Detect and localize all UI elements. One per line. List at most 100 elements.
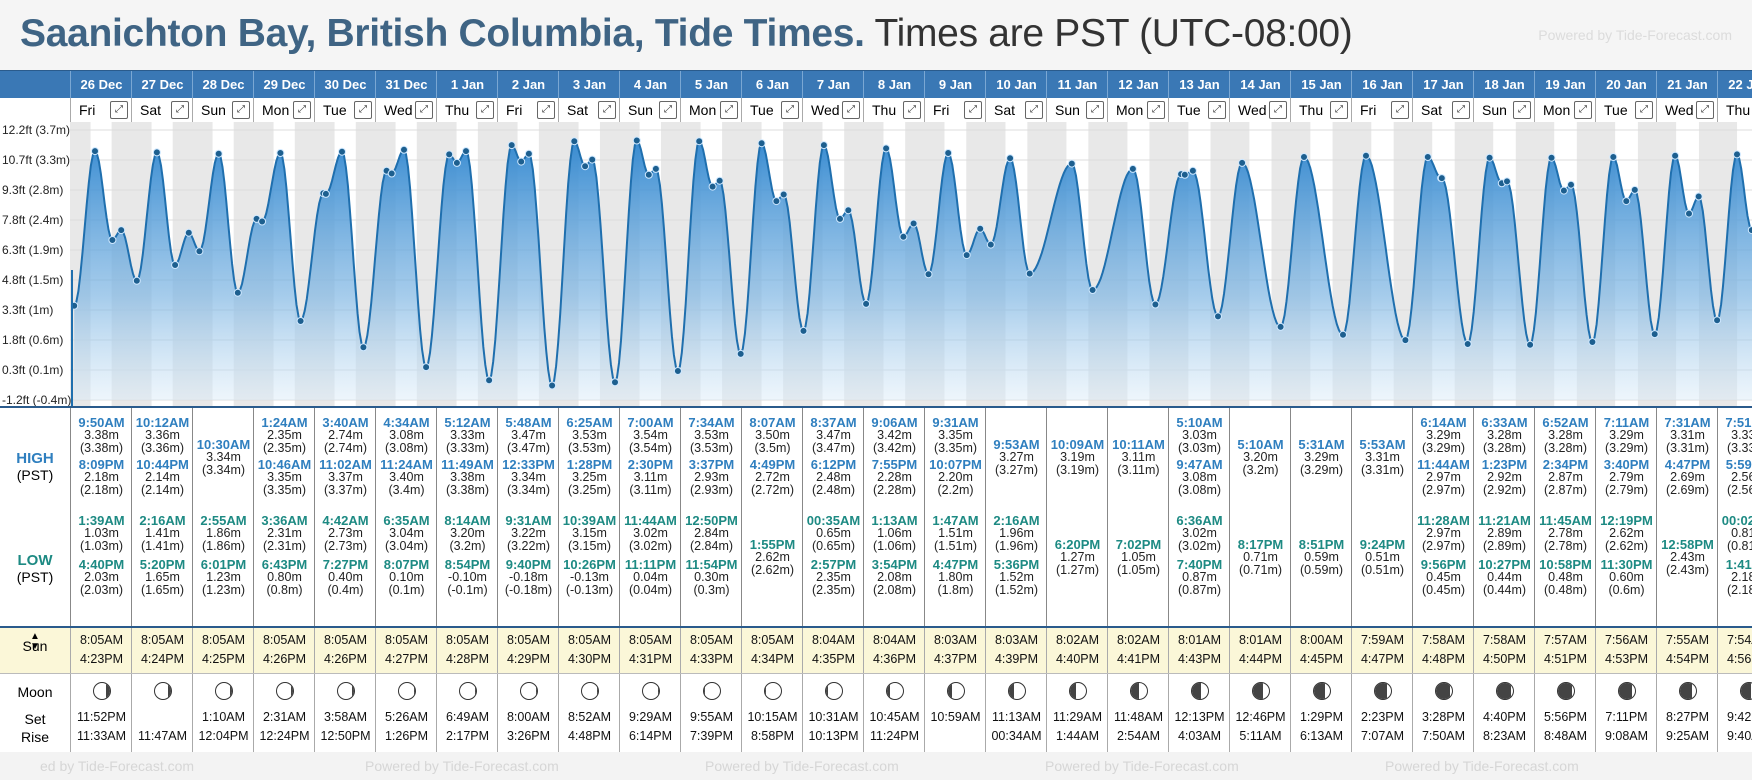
footer-powered-2[interactable]: Powered by Tide-Forecast.com: [365, 758, 559, 774]
tide-extreme-point[interactable]: [882, 144, 891, 153]
tide-extreme-point[interactable]: [507, 141, 516, 150]
tide-extreme-point[interactable]: [258, 217, 267, 226]
tide-extreme-point[interactable]: [400, 145, 408, 154]
expand-icon[interactable]: ⤢: [1330, 101, 1348, 119]
powered-by-link[interactable]: Powered by Tide-Forecast.com: [1538, 27, 1732, 43]
tide-extreme-point[interactable]: [1685, 209, 1693, 218]
tide-extreme-point[interactable]: [1547, 153, 1556, 162]
tide-extreme-point[interactable]: [184, 228, 193, 237]
expand-icon[interactable]: ⤢: [720, 101, 738, 119]
tide-extreme-point[interactable]: [1188, 166, 1197, 175]
tide-extreme-point[interactable]: [108, 236, 117, 244]
tide-extreme-point[interactable]: [548, 381, 557, 390]
tide-extreme-point[interactable]: [387, 169, 396, 178]
expand-icon[interactable]: ⤢: [1208, 101, 1226, 119]
expand-icon[interactable]: ⤢: [1452, 101, 1470, 119]
tide-extreme-point[interactable]: [452, 158, 461, 167]
tide-extreme-point[interactable]: [1463, 340, 1472, 348]
expand-icon[interactable]: ⤢: [293, 101, 311, 119]
tide-extreme-point[interactable]: [1423, 153, 1432, 161]
tide-extreme-point[interactable]: [1747, 226, 1752, 235]
tide-extreme-point[interactable]: [581, 162, 590, 171]
tide-extreme-point[interactable]: [1503, 177, 1511, 186]
footer-powered-4[interactable]: Powered by Tide-Forecast.com: [1045, 758, 1239, 774]
tide-extreme-point[interactable]: [1067, 159, 1076, 168]
tide-extreme-point[interactable]: [611, 378, 619, 387]
tide-extreme-point[interactable]: [1559, 186, 1568, 195]
tide-extreme-point[interactable]: [1025, 269, 1034, 278]
tide-extreme-point[interactable]: [757, 139, 766, 148]
tide-extreme-point[interactable]: [588, 155, 597, 164]
tide-extreme-point[interactable]: [462, 147, 470, 156]
tide-extreme-point[interactable]: [1401, 336, 1410, 345]
expand-icon[interactable]: ⤢: [1391, 101, 1409, 119]
tide-extreme-point[interactable]: [632, 136, 641, 145]
expand-icon[interactable]: ⤢: [354, 101, 372, 119]
tide-extreme-point[interactable]: [132, 276, 141, 285]
tide-extreme-point[interactable]: [644, 170, 653, 179]
tide-extreme-point[interactable]: [779, 190, 788, 199]
expand-icon[interactable]: ⤢: [476, 101, 494, 119]
tide-extreme-point[interactable]: [1622, 197, 1631, 206]
expand-icon[interactable]: ⤢: [415, 101, 433, 119]
tide-extreme-point[interactable]: [899, 232, 908, 241]
tide-extreme-point[interactable]: [1609, 153, 1618, 161]
tide-extreme-point[interactable]: [924, 270, 933, 279]
expand-icon[interactable]: ⤢: [1147, 101, 1165, 119]
tide-extreme-point[interactable]: [296, 317, 305, 325]
expand-icon[interactable]: ⤢: [1513, 101, 1531, 119]
tide-extreme-point[interactable]: [321, 189, 330, 198]
tide-extreme-point[interactable]: [1006, 154, 1015, 163]
tide-extreme-point[interactable]: [1526, 340, 1535, 349]
tide-extreme-point[interactable]: [1630, 185, 1639, 194]
expand-icon[interactable]: ⤢: [964, 101, 982, 119]
tide-extreme-point[interactable]: [1485, 153, 1494, 162]
tide-extreme-point[interactable]: [338, 147, 346, 156]
tide-extreme-point[interactable]: [772, 197, 781, 206]
tide-extreme-point[interactable]: [1362, 151, 1370, 160]
expand-icon[interactable]: ⤢: [1086, 101, 1104, 119]
tide-extreme-point[interactable]: [862, 299, 871, 308]
tide-extreme-point[interactable]: [909, 219, 918, 228]
tide-extreme-point[interactable]: [708, 182, 717, 191]
tide-extreme-point[interactable]: [195, 247, 204, 256]
tide-extreme-point[interactable]: [91, 147, 99, 156]
tide-extreme-point[interactable]: [233, 288, 242, 297]
tide-extreme-point[interactable]: [570, 137, 579, 146]
tide-extreme-point[interactable]: [117, 226, 126, 235]
expand-icon[interactable]: ⤢: [598, 101, 616, 119]
expand-icon[interactable]: ⤢: [659, 101, 677, 119]
tide-extreme-point[interactable]: [836, 214, 844, 223]
tide-extreme-point[interactable]: [799, 326, 808, 335]
tide-extreme-point[interactable]: [359, 343, 368, 352]
tide-extreme-point[interactable]: [1300, 153, 1308, 161]
tide-extreme-point[interactable]: [1088, 286, 1097, 294]
tide-extreme-point[interactable]: [422, 363, 431, 372]
tide-extreme-point[interactable]: [517, 157, 526, 166]
tide-extreme-point[interactable]: [1671, 151, 1680, 160]
tide-extreme-point[interactable]: [695, 137, 704, 146]
tide-extreme-point[interactable]: [1713, 316, 1722, 325]
tide-extreme-point[interactable]: [962, 251, 971, 260]
tide-extreme-point[interactable]: [819, 141, 828, 150]
tide-extreme-point[interactable]: [651, 164, 660, 173]
expand-icon[interactable]: ⤢: [1025, 101, 1043, 119]
tide-extreme-point[interactable]: [944, 149, 953, 157]
expand-icon[interactable]: ⤢: [1635, 101, 1653, 119]
expand-icon[interactable]: ⤢: [1269, 101, 1287, 119]
footer-powered-1[interactable]: ed by Tide-Forecast.com: [40, 758, 195, 774]
tide-extreme-point[interactable]: [1214, 312, 1222, 321]
tide-extreme-point[interactable]: [673, 367, 682, 375]
expand-icon[interactable]: ⤢: [537, 101, 555, 119]
tide-extreme-point[interactable]: [1588, 338, 1597, 346]
tide-extreme-point[interactable]: [276, 149, 285, 157]
tide-extreme-point[interactable]: [1128, 164, 1137, 173]
tide-extreme-point[interactable]: [1151, 300, 1160, 309]
tide-extreme-point[interactable]: [715, 176, 724, 185]
expand-icon[interactable]: ⤢: [1696, 101, 1714, 119]
footer-powered-3[interactable]: Powered by Tide-Forecast.com: [705, 758, 899, 774]
footer-powered-5[interactable]: Powered by Tide-Forecast.com: [1385, 758, 1579, 774]
tide-extreme-point[interactable]: [986, 240, 995, 249]
expand-icon[interactable]: ⤢: [781, 101, 799, 119]
tide-extreme-point[interactable]: [1567, 180, 1575, 189]
